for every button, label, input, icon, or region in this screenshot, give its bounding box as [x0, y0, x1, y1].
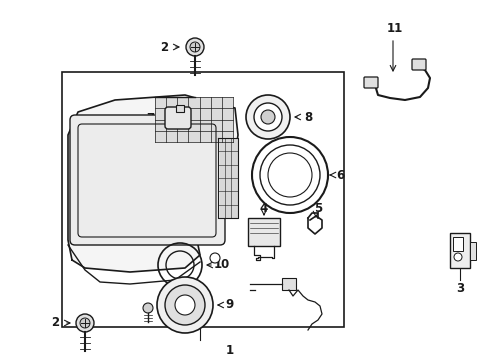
Circle shape: [142, 303, 153, 313]
Circle shape: [157, 277, 213, 333]
Text: 2: 2: [51, 316, 59, 329]
Text: 11: 11: [386, 22, 402, 35]
Bar: [449, 233, 469, 268]
Circle shape: [175, 295, 195, 315]
FancyBboxPatch shape: [411, 59, 425, 70]
Text: 2: 2: [160, 41, 168, 54]
Text: 5: 5: [313, 202, 322, 215]
Bar: [155, 97, 232, 142]
Circle shape: [80, 318, 90, 328]
Text: 10: 10: [213, 258, 230, 271]
Circle shape: [190, 42, 200, 52]
Bar: [62, 72, 343, 327]
Circle shape: [209, 253, 220, 263]
Circle shape: [245, 95, 289, 139]
Circle shape: [164, 285, 204, 325]
Bar: [469, 242, 475, 260]
Text: 1: 1: [225, 343, 234, 356]
FancyBboxPatch shape: [363, 77, 377, 88]
Bar: [282, 278, 295, 290]
Text: 9: 9: [225, 298, 234, 311]
Circle shape: [185, 38, 203, 56]
Bar: [220, 138, 238, 218]
Circle shape: [76, 314, 94, 332]
Text: 3: 3: [455, 282, 463, 294]
Text: 6: 6: [335, 168, 344, 181]
Circle shape: [261, 110, 274, 124]
Text: 4: 4: [259, 202, 267, 215]
FancyBboxPatch shape: [164, 107, 191, 129]
Circle shape: [253, 103, 282, 131]
Circle shape: [453, 253, 461, 261]
Polygon shape: [68, 95, 238, 272]
Bar: [452, 237, 462, 251]
FancyBboxPatch shape: [70, 115, 224, 245]
Text: 8: 8: [303, 111, 311, 123]
Text: 7: 7: [145, 112, 154, 125]
Bar: [176, 105, 183, 112]
Bar: [247, 218, 280, 246]
